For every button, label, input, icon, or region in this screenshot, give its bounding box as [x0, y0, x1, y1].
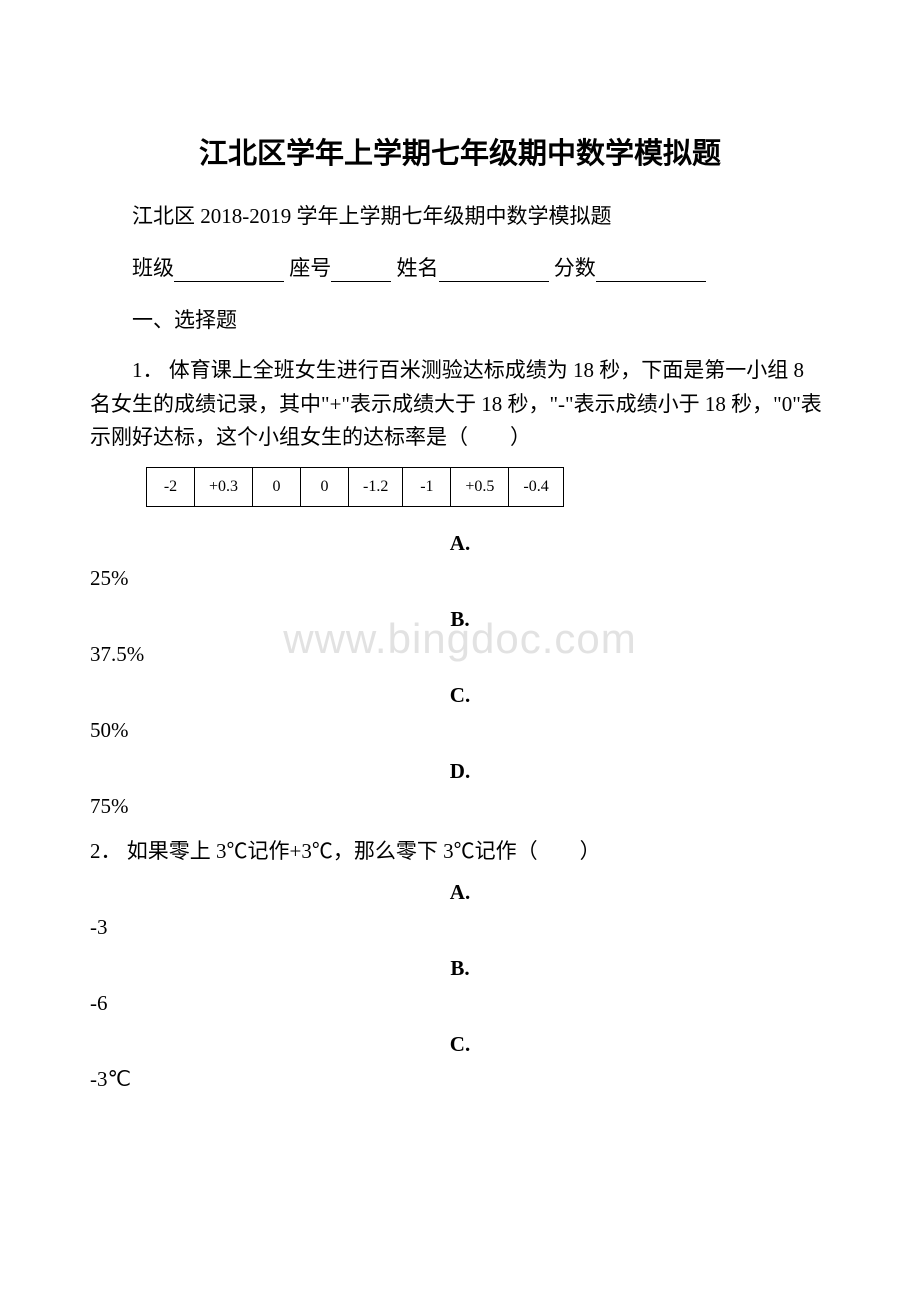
- document-title: 江北区学年上学期七年级期中数学模拟题: [90, 130, 830, 172]
- form-fields-line: 班级 座号 姓名 分数: [90, 252, 830, 282]
- option-a-value: -3: [90, 915, 830, 940]
- question-1-table: -2 +0.3 0 0 -1.2 -1 +0.5 -0.4: [146, 467, 564, 507]
- document-subtitle: 江北区 2018-2019 学年上学期七年级期中数学模拟题: [90, 200, 830, 230]
- name-label: 姓名: [397, 256, 439, 280]
- table-cell: 0: [301, 467, 349, 506]
- option-a-label: A.: [90, 531, 830, 556]
- option-c-label: C.: [90, 1032, 830, 1057]
- option-b-value: -6: [90, 991, 830, 1016]
- option-c-label: C.: [90, 683, 830, 708]
- table-cell: +0.3: [195, 467, 253, 506]
- question-1-text: 1． 体育课上全班女生进行百米测验达标成绩为 18 秒，下面是第一小组 8 名女…: [90, 354, 830, 455]
- option-b-label: B.: [90, 956, 830, 981]
- option-b-label: B.: [90, 607, 830, 632]
- table-cell: -0.4: [509, 467, 563, 506]
- option-c-value: 50%: [90, 718, 830, 743]
- table-cell: 0: [253, 467, 301, 506]
- table-cell: -1: [403, 467, 451, 506]
- table-cell: +0.5: [451, 467, 509, 506]
- table-cell: -1.2: [349, 467, 403, 506]
- option-d-value: 75%: [90, 794, 830, 819]
- document-content: 江北区学年上学期七年级期中数学模拟题 江北区 2018-2019 学年上学期七年…: [90, 130, 830, 1092]
- seat-label: 座号: [289, 256, 331, 280]
- option-c-value: -3℃: [90, 1067, 830, 1092]
- question-2-text: 2． 如果零上 3℃记作+3℃，那么零下 3℃记作（ ）: [90, 835, 830, 869]
- option-a-value: 25%: [90, 566, 830, 591]
- option-b-value: 37.5%: [90, 642, 830, 667]
- class-label: 班级: [132, 256, 174, 280]
- section-1-title: 一、选择题: [90, 304, 830, 334]
- option-d-label: D.: [90, 759, 830, 784]
- score-label: 分数: [554, 256, 596, 280]
- option-a-label: A.: [90, 880, 830, 905]
- table-cell: -2: [147, 467, 195, 506]
- table-row: -2 +0.3 0 0 -1.2 -1 +0.5 -0.4: [147, 467, 564, 506]
